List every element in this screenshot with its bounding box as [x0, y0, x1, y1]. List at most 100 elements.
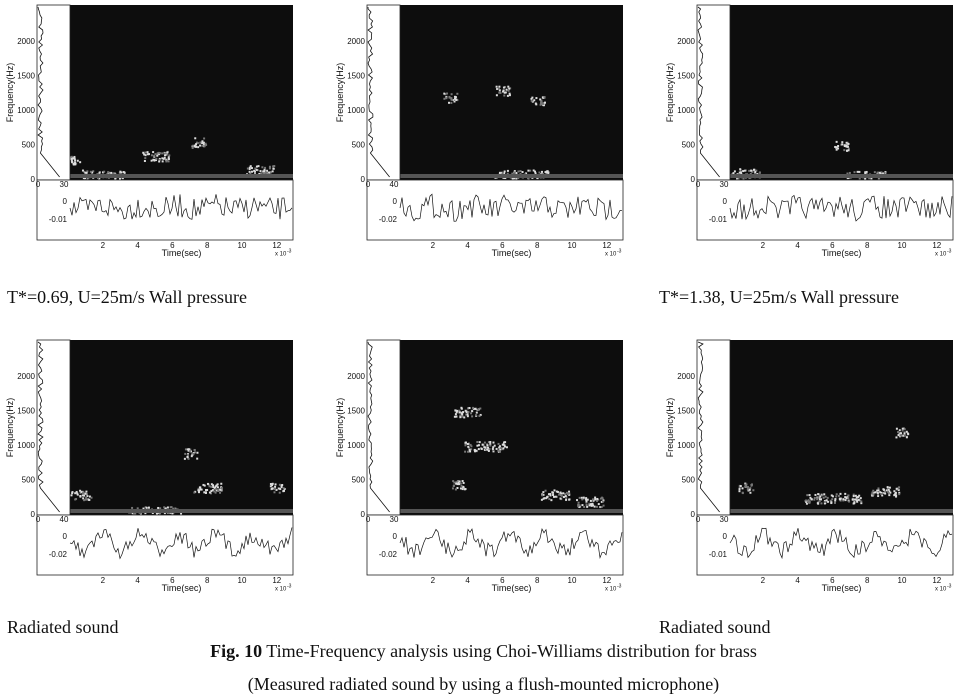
spectrogram-speckle	[562, 495, 565, 498]
spectrogram-speckle	[193, 448, 196, 451]
spectrogram-speckle	[846, 141, 849, 144]
freq-tick-label: 500	[682, 476, 696, 485]
spectrum-tick-label: 40	[390, 180, 399, 189]
spectrogram-speckle	[144, 157, 147, 160]
spectrogram-speckle	[456, 409, 459, 412]
spectrogram-speckle	[152, 151, 155, 154]
spectrogram-speckle	[554, 495, 557, 498]
spectrogram-speckle	[472, 406, 475, 409]
panel-caption: T*=0.69, U=25m/s Wall pressure	[7, 287, 247, 307]
spectrum-tick-label: 0	[366, 515, 371, 524]
spectrogram-speckle	[602, 504, 605, 507]
spectrogram-speckle	[471, 410, 474, 413]
spectrogram-speckle	[517, 170, 520, 173]
spectrogram-speckle	[513, 177, 516, 180]
spectrogram-speckle	[600, 505, 603, 508]
spectrogram-speckle	[118, 171, 121, 174]
spectrogram-speckle	[845, 144, 848, 147]
spectrogram-speckle	[282, 487, 285, 490]
spectrogram-speckle	[268, 167, 271, 170]
spectrogram-speckle	[515, 172, 518, 175]
spectrogram-speckle	[462, 411, 465, 414]
spectrogram-speckle	[480, 447, 483, 450]
spectrogram-speckle	[877, 177, 880, 180]
spectrum-tick-label: 30	[720, 180, 729, 189]
figure-subcaption: (Measured radiated sound by using a flus…	[247, 674, 720, 694]
spectrogram-speckle	[197, 487, 200, 490]
spectrogram-speckle	[839, 499, 842, 502]
spectrogram-speckle	[144, 151, 147, 154]
spectrogram-speckle	[456, 99, 459, 102]
freq-tick-label: 1000	[17, 106, 35, 115]
spectrogram-speckle	[856, 499, 859, 502]
spectrogram-speckle	[499, 446, 502, 449]
spectrogram-speckle	[455, 411, 458, 414]
spectrogram-speckle	[805, 499, 808, 502]
spectrogram-speckle	[90, 496, 93, 499]
spectrogram-speckle	[162, 157, 165, 160]
spectrogram-speckle	[475, 449, 478, 452]
spectrogram-speckle	[467, 411, 470, 414]
time-tick-label: 12	[602, 576, 611, 585]
spectrogram-speckle	[539, 103, 542, 106]
spectrogram-speckle	[470, 448, 473, 451]
spectrogram-speckle	[110, 171, 113, 174]
spectrogram-speckle	[270, 487, 273, 490]
spectrogram-speckle	[156, 154, 159, 157]
spectrogram-speckle	[83, 177, 86, 180]
spectrogram-speckle	[453, 100, 456, 103]
freq-tick-label: 1000	[347, 441, 365, 450]
spectrogram-speckle	[845, 497, 848, 500]
spectrogram-speckle	[470, 412, 473, 415]
spectrogram-speckle	[876, 489, 879, 492]
spectrogram-speckle	[79, 489, 82, 492]
time-tick-label: 8	[865, 241, 870, 250]
time-tick-label: 2	[761, 241, 766, 250]
spectrogram-speckle	[542, 104, 545, 107]
spectrum-line	[37, 6, 60, 178]
spectrogram-speckle	[199, 141, 202, 144]
spectrogram-speckle	[136, 507, 139, 510]
spectrogram-speckle	[580, 496, 583, 499]
spectrogram-speckle	[191, 146, 194, 149]
spectrogram-speckle	[491, 447, 494, 450]
signal-tick-label: 0	[393, 197, 398, 206]
spectrogram-speckle	[889, 491, 892, 494]
spectrogram-speckle	[464, 444, 467, 447]
spectrogram-speckle	[114, 177, 117, 180]
spectrogram-speckle	[453, 484, 456, 487]
spectrogram-speckle	[750, 483, 753, 486]
spectrogram-speckle	[261, 166, 264, 169]
x-scale-base: x 10	[935, 587, 947, 593]
x-scale-exp: -3	[287, 583, 292, 589]
spectrogram-speckle	[511, 172, 514, 175]
spectrogram-speckle	[508, 94, 511, 97]
spectrogram-speckle	[884, 492, 887, 495]
spectrogram-speckle	[214, 491, 217, 494]
x-scale-exp: -3	[947, 248, 952, 254]
spectrogram-speckle	[463, 416, 466, 419]
freq-tick-label: 500	[352, 476, 366, 485]
spectrogram-speckle	[148, 153, 151, 156]
spectrogram-speckle	[509, 87, 512, 90]
spectrogram-speckle	[495, 94, 498, 97]
spectrogram-speckle	[823, 500, 826, 503]
spectrogram-speckle	[541, 494, 544, 497]
spectrogram-speckle	[142, 507, 145, 510]
tf-panel: 0 500 1000 1500 2000 Frequency(Hz) 0 30 0 -0.01 2 4…	[5, 4, 294, 307]
spectrogram-speckle	[847, 497, 850, 500]
spectrogram-speckle	[259, 170, 262, 173]
spectrogram-speckle	[807, 501, 810, 504]
spectrogram-floor	[70, 509, 293, 513]
spectrogram-speckle	[271, 482, 274, 485]
spectrogram-speckle	[478, 441, 481, 444]
spectrogram-speckle	[150, 154, 153, 157]
spectrogram-speckle	[210, 485, 213, 488]
spectrogram-speckle	[479, 413, 482, 416]
spectrogram-speckle	[255, 165, 258, 168]
freq-tick-label: 500	[22, 141, 36, 150]
spectrogram-speckle	[549, 494, 552, 497]
spectrogram-speckle	[82, 491, 85, 494]
spectrogram-speckle	[506, 169, 509, 172]
